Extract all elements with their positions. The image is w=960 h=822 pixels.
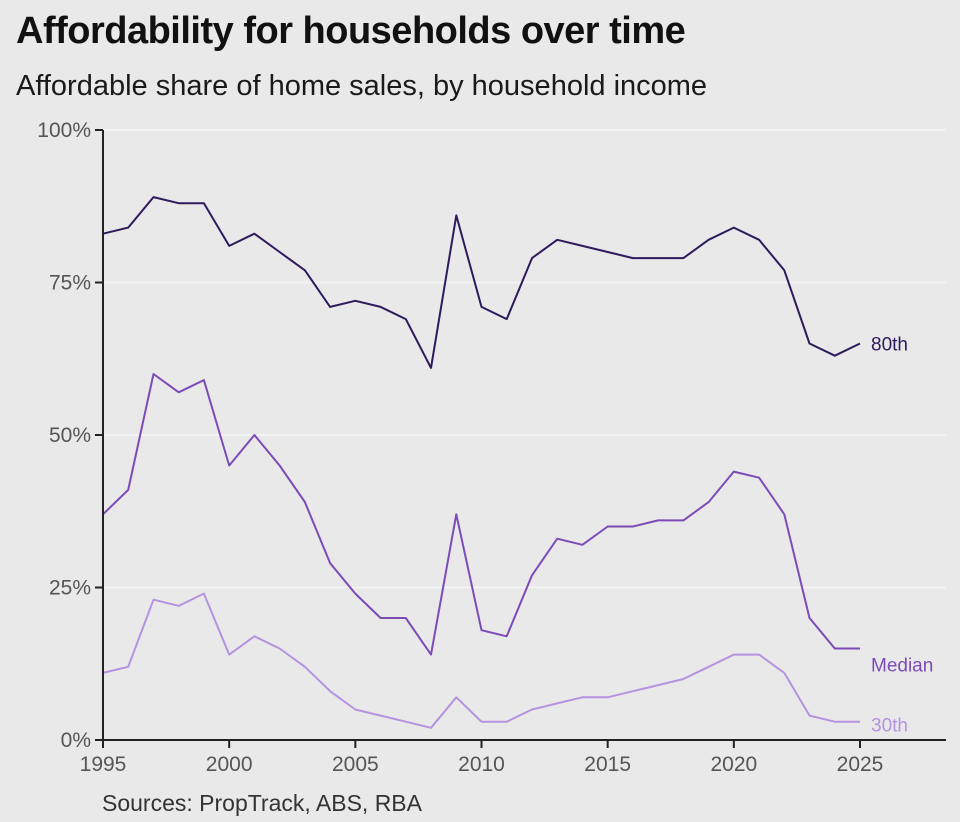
x-tick-label: 2015	[584, 753, 631, 776]
x-tick-label: 2025	[837, 753, 884, 776]
label-layer: 80th Median 30th	[871, 335, 933, 737]
chart-subtitle: Affordable share of home sales, by house…	[16, 70, 708, 102]
y-tick-label: 75%	[49, 272, 91, 295]
y-tick-label: 0%	[61, 729, 91, 752]
series-layer	[102, 196, 861, 729]
series-label-30th: 30th	[871, 716, 908, 737]
x-tick-label: 2010	[458, 753, 505, 776]
y-tick-label: 50%	[49, 424, 91, 447]
x-tick-label: 2005	[332, 753, 379, 776]
axis-layer: 0% 25% 50% 75% 100% 1995 2000 2005 2010 2015 2020 2…	[37, 119, 946, 776]
series-line-median	[102, 373, 860, 656]
x-tick-label: 2020	[710, 753, 757, 776]
series-line-80th	[102, 196, 861, 369]
series-label-80th: 80th	[871, 335, 908, 356]
series-label-median: Median	[871, 656, 933, 677]
chart-source: Sources: PropTrack, ABS, RBA	[102, 790, 422, 816]
grid-layer	[103, 129, 946, 589]
x-tick-label: 2000	[206, 753, 253, 776]
x-tick-label: 1995	[80, 753, 127, 776]
chart-title: Affordability for households over time	[16, 10, 686, 52]
y-tick-label: 25%	[49, 577, 91, 600]
series-line-30th	[102, 592, 860, 729]
y-tick-label: 100%	[37, 119, 91, 142]
